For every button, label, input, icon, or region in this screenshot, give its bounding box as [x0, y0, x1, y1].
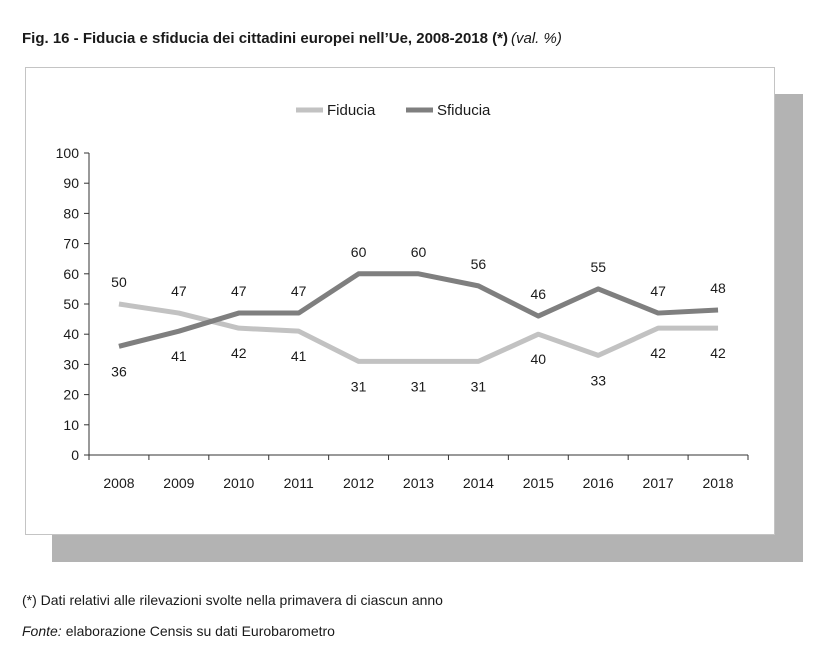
data-label: 47	[291, 283, 307, 299]
figure-title: Fig. 16 - Fiducia e sfiducia dei cittadi…	[22, 30, 562, 47]
x-tick-label: 2018	[702, 475, 733, 491]
series-line-fiducia	[118, 301, 719, 364]
data-label: 56	[471, 256, 487, 272]
x-tick-label: 2011	[284, 475, 314, 491]
x-tick-label: 2012	[343, 475, 374, 491]
data-label: 40	[531, 351, 547, 367]
data-label: 33	[590, 372, 606, 388]
x-tick-label: 2014	[463, 475, 494, 491]
source-label: Fonte:	[22, 623, 62, 639]
data-label: 47	[231, 283, 247, 299]
line-chart: 0 10 20 30 40 50 60 70 80 90 100 2008 2009 2010 2011 20…	[56, 102, 749, 491]
y-tick-label: 0	[71, 447, 79, 463]
data-label: 31	[411, 378, 427, 394]
data-label: 48	[710, 280, 726, 296]
x-tick-label: 2010	[223, 475, 254, 491]
data-label: 31	[471, 378, 487, 394]
data-label: 46	[531, 286, 547, 302]
data-label: 60	[411, 244, 427, 260]
data-label: 41	[171, 348, 187, 364]
source-text: elaborazione Censis su dati Eurobarometr…	[65, 623, 335, 639]
source-note: Fonte: elaborazione Censis su dati Euroba…	[22, 623, 335, 639]
legend-label-sfiducia: Sfiducia	[437, 102, 491, 119]
y-tick-label: 20	[63, 387, 79, 403]
series-line-sfiducia	[118, 271, 719, 349]
y-tick-label: 100	[56, 145, 80, 161]
y-tick-label: 90	[63, 175, 79, 191]
y-tick-label: 10	[63, 417, 79, 433]
data-label: 50	[111, 274, 127, 290]
data-label: 47	[650, 283, 666, 299]
y-tick-label: 60	[63, 266, 79, 282]
data-label: 60	[351, 244, 367, 260]
figure-title-text: Fig. 16 - Fiducia e sfiducia dei cittadi…	[22, 30, 508, 47]
data-label: 42	[710, 345, 726, 361]
data-label: 42	[231, 345, 247, 361]
chart-box: 0 10 20 30 40 50 60 70 80 90 100 2008 2009 2010 2011 20…	[25, 67, 775, 535]
x-tick-label: 2009	[163, 475, 194, 491]
data-label: 47	[171, 283, 187, 299]
x-tick-label: 2015	[523, 475, 554, 491]
figure-title-unit: (val. %)	[510, 30, 562, 47]
y-tick-label: 70	[63, 236, 79, 252]
y-tick-label: 30	[63, 356, 79, 372]
data-label: 36	[111, 363, 127, 379]
x-tick-label: 2013	[403, 475, 434, 491]
y-tick-label: 50	[63, 296, 79, 312]
data-label: 42	[650, 345, 666, 361]
x-tick-label: 2017	[643, 475, 674, 491]
data-label: 31	[351, 378, 367, 394]
x-tick-label: 2016	[583, 475, 614, 491]
data-label: 55	[590, 259, 606, 275]
footnote: (*) Dati relativi alle rilevazioni svolt…	[22, 592, 443, 608]
y-tick-label: 80	[63, 205, 79, 221]
legend-label-fiducia: Fiducia	[327, 102, 376, 119]
x-tick-label: 2008	[103, 475, 134, 491]
y-tick-label: 40	[63, 326, 79, 342]
data-label: 41	[291, 348, 307, 364]
